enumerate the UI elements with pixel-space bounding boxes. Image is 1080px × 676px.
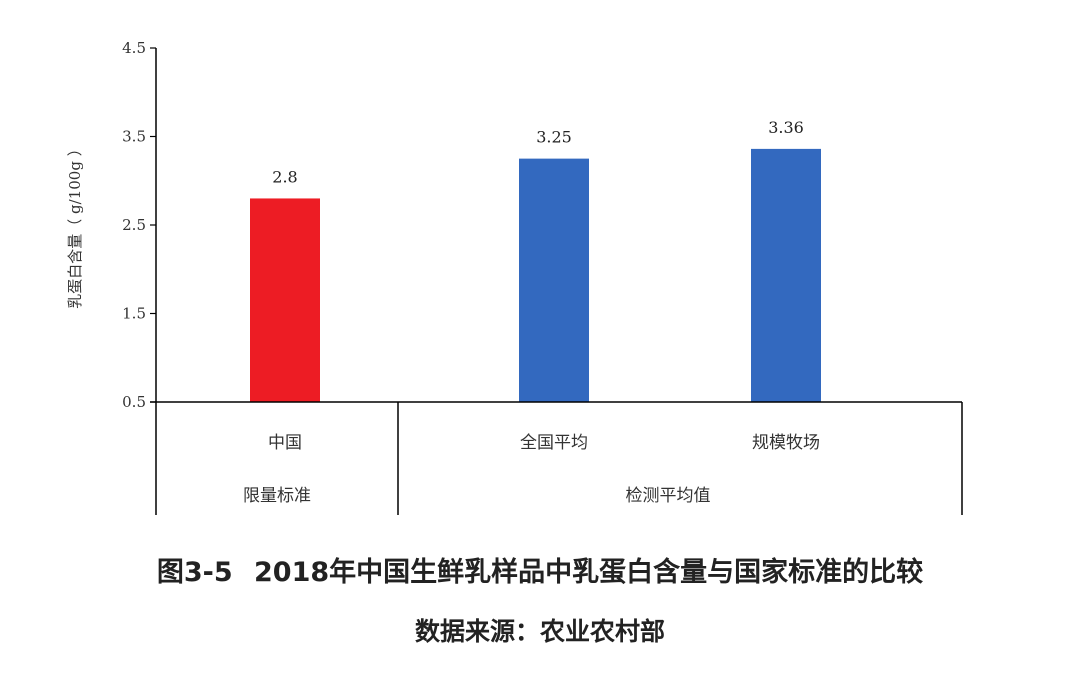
y-tick-label: 1.5 xyxy=(122,305,146,323)
y-tick-label: 2.5 xyxy=(122,216,146,234)
x-group-label: 限量标准 xyxy=(243,486,311,506)
x-group-label: 检测平均值 xyxy=(626,486,711,506)
data-label: 3.36 xyxy=(768,118,804,137)
x-category-label: 全国平均 xyxy=(520,433,588,453)
y-axis-label: 乳蛋白含量（ g/100g ） xyxy=(66,141,84,308)
bar-chart: 0.5 1.5 2.5 3.5 4.5 2.8 3.25 3.36 中国 全国平均 规模牧场限量… xyxy=(66,39,963,515)
x-category-label: 中国 xyxy=(268,433,302,453)
y-tick-label: 0.5 xyxy=(122,393,146,411)
x-category-label: 规模牧场 xyxy=(752,433,820,453)
figure-title: 图3-5 2018年中国生鲜乳样品中乳蛋白含量与国家标准的比较 xyxy=(156,557,924,588)
y-tick-label: 4.5 xyxy=(122,39,146,57)
bar xyxy=(519,158,589,402)
bar xyxy=(250,198,320,402)
data-label: 2.8 xyxy=(272,167,297,186)
y-tick-label: 3.5 xyxy=(122,128,146,146)
data-label: 3.25 xyxy=(536,128,572,147)
figure-source: 数据来源：农业农村部 xyxy=(414,617,665,646)
y-axis: 0.5 1.5 2.5 3.5 4.5 xyxy=(122,39,157,411)
bar xyxy=(751,148,821,402)
data-labels: 2.8 3.25 3.36 xyxy=(272,118,804,187)
bars xyxy=(250,148,821,402)
